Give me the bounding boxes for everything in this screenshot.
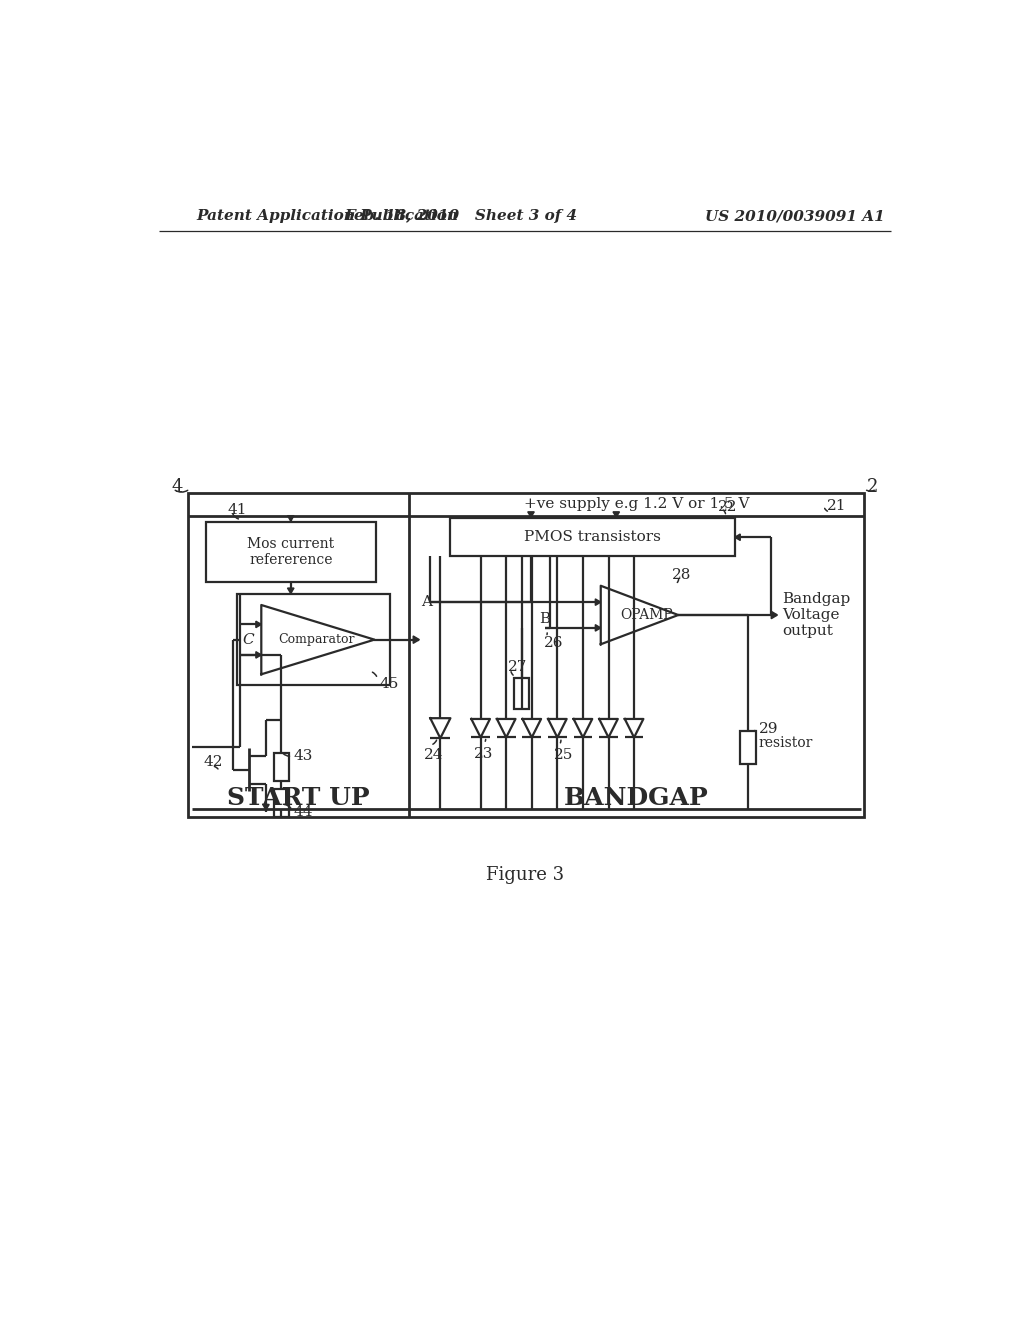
Polygon shape — [263, 804, 269, 810]
Text: A: A — [421, 595, 432, 609]
Text: START UP: START UP — [227, 787, 370, 810]
Text: 23: 23 — [474, 747, 494, 762]
Polygon shape — [256, 652, 261, 659]
Bar — [740, 731, 756, 763]
Text: Figure 3: Figure 3 — [485, 866, 564, 883]
Text: Feb. 18, 2010   Sheet 3 of 4: Feb. 18, 2010 Sheet 3 of 4 — [345, 209, 578, 223]
Text: C: C — [242, 632, 254, 647]
Bar — [188, 494, 864, 817]
Text: 26: 26 — [544, 636, 563, 651]
Text: resistor: resistor — [759, 735, 813, 750]
Text: 22: 22 — [718, 500, 737, 515]
Polygon shape — [527, 512, 535, 517]
Text: PMOS transistors: PMOS transistors — [524, 531, 660, 544]
Polygon shape — [288, 516, 294, 521]
Bar — [237, 594, 390, 685]
Polygon shape — [771, 611, 777, 619]
Text: 45: 45 — [379, 677, 398, 690]
Polygon shape — [735, 535, 740, 540]
Text: Patent Application Publication: Patent Application Publication — [197, 209, 458, 223]
Bar — [450, 517, 735, 557]
Text: 29: 29 — [759, 722, 778, 737]
Text: 4: 4 — [171, 478, 182, 496]
Text: Bandgap
Voltage
output: Bandgap Voltage output — [782, 591, 850, 638]
Text: +ve supply e.g 1.2 V or 1.5 V: +ve supply e.g 1.2 V or 1.5 V — [523, 498, 750, 511]
Bar — [273, 752, 289, 780]
Text: 27: 27 — [508, 660, 527, 673]
Text: 25: 25 — [554, 748, 572, 762]
Text: 28: 28 — [672, 568, 691, 582]
Text: Comparator: Comparator — [279, 634, 355, 647]
Text: 44: 44 — [294, 805, 313, 820]
Polygon shape — [256, 622, 261, 627]
Polygon shape — [595, 599, 601, 606]
Text: 43: 43 — [294, 748, 313, 763]
Text: 42: 42 — [203, 755, 222, 770]
Text: OPAMP: OPAMP — [621, 609, 673, 622]
Polygon shape — [595, 624, 601, 631]
Text: 24: 24 — [424, 748, 443, 762]
Polygon shape — [288, 589, 294, 594]
Text: US 2010/0039091 A1: US 2010/0039091 A1 — [705, 209, 885, 223]
Text: B: B — [539, 611, 550, 626]
Bar — [273, 789, 289, 817]
Text: BANDGAP: BANDGAP — [564, 787, 709, 810]
Text: Mos current
refererence: Mos current refererence — [247, 537, 334, 568]
Bar — [514, 678, 529, 709]
Text: 2: 2 — [866, 478, 878, 496]
Bar — [206, 521, 376, 582]
Polygon shape — [613, 512, 620, 517]
Text: 41: 41 — [227, 503, 247, 516]
Polygon shape — [414, 636, 420, 643]
Text: 21: 21 — [827, 499, 847, 512]
